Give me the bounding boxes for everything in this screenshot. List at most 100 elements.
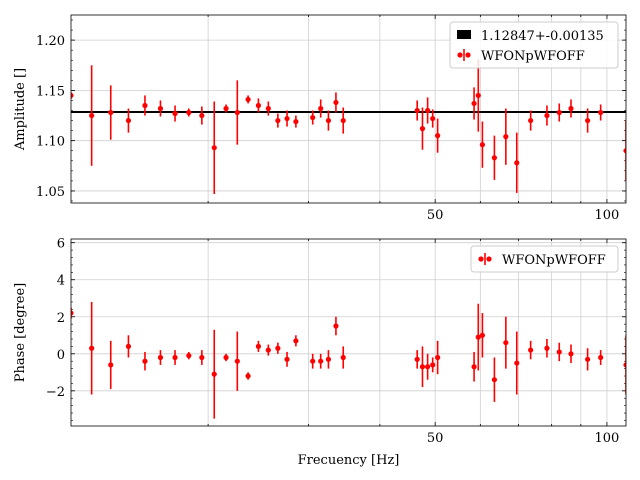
data-point bbox=[199, 354, 205, 361]
data-point bbox=[211, 145, 217, 151]
data-point bbox=[471, 100, 477, 107]
data-point bbox=[435, 354, 441, 361]
data-point bbox=[186, 109, 192, 116]
y-tick-label: 2 bbox=[57, 311, 65, 326]
data-point bbox=[255, 102, 262, 109]
data-point bbox=[172, 110, 178, 117]
data-point bbox=[284, 115, 290, 122]
data-point bbox=[503, 134, 509, 140]
y-tick-label: 1.10 bbox=[36, 135, 65, 150]
data-point bbox=[414, 107, 420, 114]
data-point bbox=[275, 345, 281, 351]
data-point bbox=[310, 358, 316, 364]
data-point bbox=[157, 105, 164, 112]
data-point bbox=[108, 362, 114, 368]
legend-label: WFONpWFOFF bbox=[481, 49, 585, 64]
data-point bbox=[503, 340, 509, 346]
axes-frame bbox=[70, 238, 627, 427]
data-point bbox=[479, 332, 486, 338]
data-point bbox=[275, 117, 281, 124]
data-point bbox=[186, 353, 192, 359]
data-point bbox=[479, 142, 486, 148]
data-point bbox=[425, 364, 431, 370]
data-point bbox=[475, 92, 481, 99]
data-point bbox=[514, 160, 520, 166]
data-point bbox=[514, 360, 520, 366]
y-tick-label: 1.15 bbox=[36, 84, 65, 99]
data-point bbox=[157, 354, 164, 361]
data-point bbox=[89, 112, 95, 119]
y-tick-label: 1.20 bbox=[36, 34, 65, 49]
legend: 1.12847+-0.00135 WFONpWFOFF bbox=[449, 21, 619, 69]
data-point bbox=[414, 356, 420, 362]
data-point bbox=[491, 155, 497, 161]
data-point bbox=[333, 323, 339, 329]
data-point bbox=[310, 114, 316, 121]
data-point bbox=[556, 109, 562, 116]
data-point bbox=[430, 362, 436, 368]
data-point bbox=[293, 338, 299, 344]
data-point bbox=[471, 364, 477, 370]
data-point bbox=[293, 118, 299, 125]
data-point bbox=[419, 364, 426, 370]
x-axis-label: Frecuency [Hz] bbox=[298, 453, 400, 468]
data-point bbox=[108, 109, 114, 116]
x-tick-label: 50 bbox=[427, 208, 444, 223]
data-point bbox=[491, 377, 497, 383]
chart-panel-2: −2 0 2 4 6 50 100 Phase [degree] Frecuency [Hz] W… bbox=[13, 237, 627, 468]
data-point bbox=[318, 358, 324, 364]
legend-label: 1.12847+-0.00135 bbox=[481, 29, 604, 44]
data-point bbox=[172, 354, 178, 361]
legend-label: WFONpWFOFF bbox=[502, 253, 606, 268]
data-point bbox=[623, 148, 626, 154]
x-tick-label: 50 bbox=[427, 431, 444, 446]
legend-swatch-point bbox=[486, 256, 492, 262]
data-point bbox=[234, 109, 240, 116]
y-tick-label: −2 bbox=[46, 385, 65, 400]
data-point bbox=[325, 117, 332, 124]
y-tick-label: 1.05 bbox=[36, 185, 65, 200]
data-point bbox=[318, 105, 324, 112]
data-point bbox=[245, 96, 251, 103]
legend-swatch-point bbox=[457, 52, 463, 58]
data-point bbox=[211, 371, 217, 377]
legend: WFONpWFOFF bbox=[470, 245, 619, 273]
legend-swatch-point bbox=[465, 52, 471, 58]
x-tick-label: 100 bbox=[595, 208, 620, 223]
data-point bbox=[199, 112, 205, 119]
data-point bbox=[89, 345, 95, 351]
data-point bbox=[585, 117, 591, 124]
data-point bbox=[340, 354, 346, 361]
data-point bbox=[284, 356, 290, 362]
data-point bbox=[623, 362, 626, 368]
data-point bbox=[71, 310, 74, 316]
data-point bbox=[568, 105, 574, 112]
chart-panel-1: 1.05 1.10 1.15 1.20 50 100 Amplitude [] 1.12847… bbox=[13, 14, 627, 223]
data-point bbox=[598, 109, 604, 116]
data-point bbox=[556, 349, 562, 355]
data-point bbox=[544, 345, 550, 351]
data-point bbox=[142, 102, 148, 109]
data-point bbox=[544, 112, 550, 119]
data-point bbox=[528, 347, 534, 353]
data-point bbox=[333, 99, 339, 106]
data-point bbox=[142, 358, 148, 364]
x-tick-label: 100 bbox=[595, 431, 620, 446]
data-point bbox=[325, 356, 332, 362]
data-point bbox=[125, 117, 132, 124]
data-point bbox=[340, 117, 346, 124]
data-point bbox=[265, 105, 271, 112]
data-point bbox=[435, 133, 441, 139]
data-point bbox=[265, 347, 271, 353]
data-point bbox=[598, 354, 604, 361]
data-point bbox=[419, 126, 426, 132]
legend-box bbox=[449, 21, 619, 69]
y-tick-label: 0 bbox=[57, 348, 65, 363]
data-point bbox=[223, 105, 229, 112]
series-1 bbox=[71, 301, 626, 419]
series-1 bbox=[71, 59, 626, 194]
axes-frame bbox=[70, 14, 627, 204]
legend-swatch-line bbox=[457, 30, 471, 39]
legend-box bbox=[470, 245, 619, 273]
